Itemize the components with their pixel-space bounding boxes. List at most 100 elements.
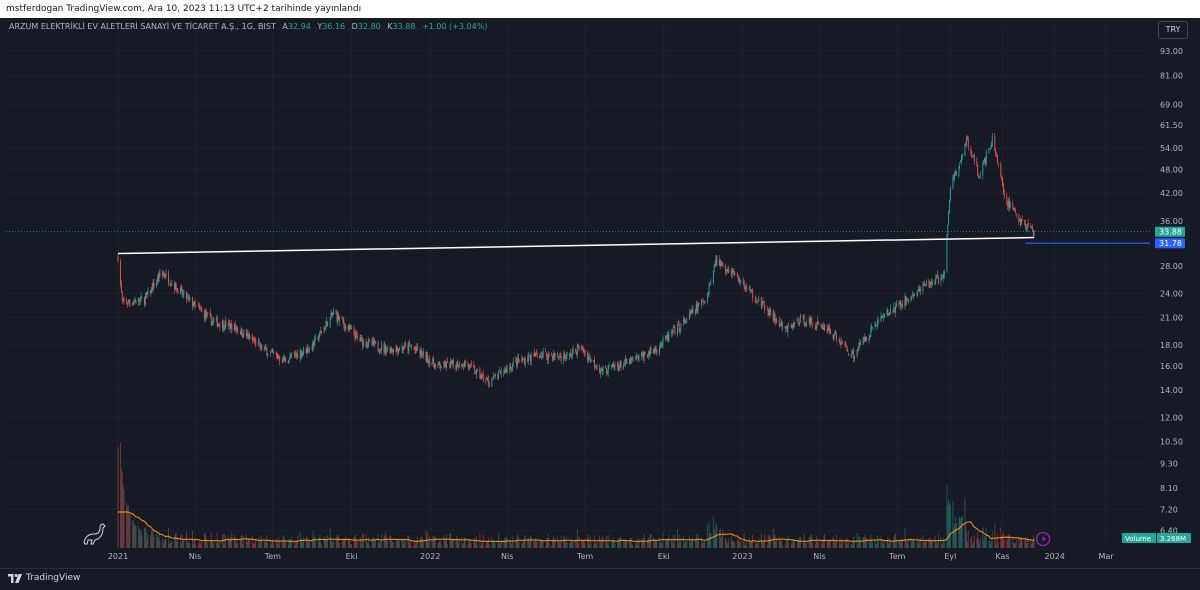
candle-body bbox=[1027, 223, 1029, 227]
dino-icon[interactable] bbox=[83, 523, 106, 545]
candle-body bbox=[440, 367, 442, 368]
chart-canvas[interactable]: 105.093.0081.0069.0061.5054.0048.0042.00… bbox=[0, 18, 1200, 568]
x-tick-label: 2021 bbox=[108, 552, 128, 561]
candle-body bbox=[425, 352, 427, 361]
volume-bar bbox=[407, 535, 409, 548]
volume-bar bbox=[844, 541, 846, 548]
candle-body bbox=[558, 356, 559, 358]
candle-body bbox=[307, 348, 309, 352]
volume-bar bbox=[375, 540, 376, 548]
candle-body bbox=[255, 340, 257, 346]
candle-body bbox=[964, 144, 966, 156]
candle-body bbox=[219, 325, 221, 328]
candle-body bbox=[407, 344, 409, 351]
candle-body bbox=[469, 364, 471, 370]
volume-bar bbox=[823, 536, 825, 548]
candle-body bbox=[236, 327, 238, 331]
candle-body bbox=[787, 325, 789, 333]
volume-bar bbox=[145, 532, 147, 548]
tradingview-brand[interactable]: TradingView bbox=[8, 573, 80, 583]
candle-body bbox=[348, 325, 350, 330]
candle-body bbox=[949, 188, 951, 201]
volume-bar bbox=[134, 525, 136, 548]
volume-bar bbox=[373, 537, 375, 548]
price-labels: 33.88 31.78 bbox=[1155, 226, 1185, 249]
volume-bar bbox=[617, 541, 619, 548]
volume-bar bbox=[404, 542, 406, 548]
candle-body bbox=[803, 314, 805, 324]
candlestick-series[interactable] bbox=[117, 133, 1035, 388]
candle-body bbox=[361, 338, 363, 339]
candle-body bbox=[821, 327, 823, 329]
candle-body bbox=[541, 355, 543, 357]
candle-body bbox=[209, 312, 211, 317]
volume-bar bbox=[463, 537, 465, 548]
candle-body bbox=[254, 340, 256, 341]
volume-bar bbox=[248, 539, 250, 548]
volume-bar bbox=[212, 542, 214, 548]
candle-body bbox=[188, 296, 190, 299]
time-axis[interactable]: 2021 Nis Tem Eki 2022 Nis Tem Eki 2023 Nis Tem Eyl K… bbox=[108, 552, 1114, 561]
volume-bar bbox=[1026, 536, 1028, 548]
volume-bar bbox=[893, 537, 895, 548]
volume-bar bbox=[534, 541, 536, 548]
volume-bar bbox=[428, 540, 429, 548]
volume-bar bbox=[851, 541, 853, 548]
volume-bar bbox=[408, 536, 410, 548]
candle-body bbox=[713, 265, 715, 270]
volume-bar bbox=[231, 532, 233, 548]
candle-body bbox=[325, 324, 327, 329]
candle-body bbox=[174, 282, 176, 290]
volume-bar bbox=[398, 538, 400, 548]
price-axis[interactable]: 105.093.0081.0069.0061.5054.0048.0042.00… bbox=[1160, 25, 1183, 535]
volume-bar bbox=[996, 544, 997, 548]
trendline[interactable] bbox=[117, 236, 1035, 255]
candle-body bbox=[800, 315, 802, 319]
candle-body bbox=[434, 363, 435, 368]
volume-bar bbox=[186, 541, 188, 548]
candle-body bbox=[452, 359, 454, 365]
lightning-icon[interactable] bbox=[1035, 531, 1051, 547]
volume-bar bbox=[571, 541, 573, 548]
candle-body bbox=[935, 276, 937, 282]
candle-body bbox=[180, 287, 182, 289]
candle-body bbox=[564, 357, 566, 360]
candle-body bbox=[224, 321, 226, 328]
volume-bar bbox=[631, 544, 633, 548]
volume-bar bbox=[533, 541, 535, 548]
candle-body bbox=[971, 151, 973, 157]
candle-body bbox=[925, 285, 926, 286]
candle-body bbox=[898, 301, 900, 305]
currency-button[interactable]: TRY bbox=[1158, 21, 1188, 39]
chart-frame[interactable]: 105.093.0081.0069.0061.5054.0048.0042.00… bbox=[0, 18, 1200, 568]
volume-bar bbox=[548, 541, 550, 548]
volume-bar bbox=[901, 542, 903, 548]
volume-bar bbox=[582, 539, 584, 548]
volume-bar bbox=[840, 543, 842, 548]
candle-body bbox=[311, 346, 313, 350]
candle-body bbox=[752, 290, 754, 299]
volume-bar bbox=[419, 538, 421, 548]
candle-body bbox=[126, 303, 128, 305]
volume-bar bbox=[542, 540, 544, 548]
candle-body bbox=[678, 324, 680, 332]
volume-bar bbox=[245, 534, 247, 548]
candle-body bbox=[919, 287, 920, 292]
volume-bar bbox=[285, 540, 287, 548]
volume-bar bbox=[1027, 539, 1029, 548]
volume-bar bbox=[1026, 543, 1027, 548]
volume-bar bbox=[638, 538, 640, 548]
volume-bar bbox=[339, 543, 341, 548]
volume-bar bbox=[247, 539, 249, 548]
candle-body bbox=[551, 355, 553, 357]
volume-bar bbox=[368, 536, 370, 548]
volume-bar bbox=[413, 541, 415, 548]
candle-body bbox=[140, 296, 142, 298]
candle-body bbox=[312, 340, 314, 351]
candle-body bbox=[383, 344, 385, 352]
volume-bar bbox=[707, 537, 709, 548]
volume-bar bbox=[983, 540, 985, 548]
candle-body bbox=[403, 348, 405, 350]
candle-body bbox=[641, 352, 643, 355]
volume-bar bbox=[284, 539, 286, 548]
